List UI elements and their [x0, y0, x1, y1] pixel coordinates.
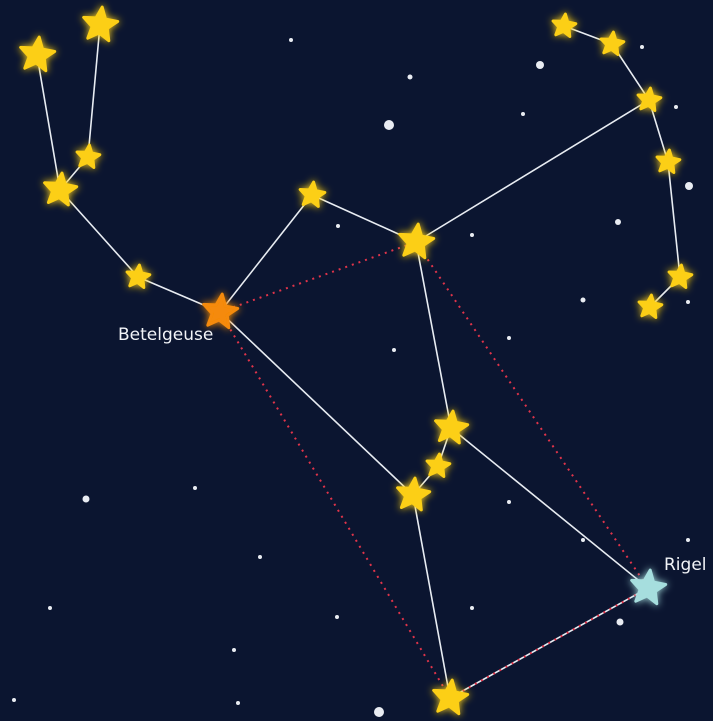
background-star: [392, 348, 396, 352]
background-star: [336, 224, 340, 228]
background-star: [521, 112, 525, 116]
background-star: [193, 486, 197, 490]
background-star: [258, 555, 262, 559]
background-star: [83, 496, 90, 503]
background-star: [686, 538, 690, 542]
background-star: [236, 701, 240, 705]
star-label: Betelgeuse: [118, 325, 213, 345]
background-star: [640, 45, 644, 49]
background-star: [615, 219, 621, 225]
background-star: [686, 300, 690, 304]
constellation-diagram: Betelgeuse Rigel: [0, 0, 713, 721]
background-star: [507, 336, 511, 340]
background-star: [12, 698, 16, 702]
page: {"stars": [{"label": "Betelgeuse"}, {"la…: [0, 0, 713, 721]
background-star: [470, 233, 474, 237]
background-star: [536, 61, 544, 69]
background-star: [674, 105, 678, 109]
background-star: [581, 298, 586, 303]
background-star: [470, 606, 474, 610]
background-star: [685, 182, 693, 190]
background-star: [232, 648, 236, 652]
background-star: [335, 615, 339, 619]
background-star: [384, 120, 394, 130]
background-star: [581, 538, 585, 542]
background: [0, 0, 713, 721]
background-star: [48, 606, 52, 610]
background-star: [374, 707, 384, 717]
background-star: [617, 619, 624, 626]
background-star: [507, 500, 511, 504]
star-label: Rigel: [664, 555, 707, 575]
background-star: [408, 75, 413, 80]
background-star: [289, 38, 293, 42]
